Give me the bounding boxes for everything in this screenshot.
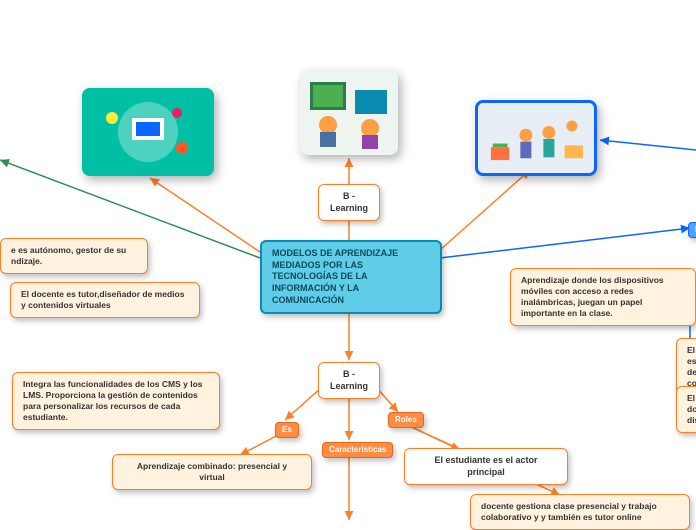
illustration-3	[475, 100, 597, 176]
note-eles-text: El es de co	[687, 345, 696, 388]
note-docente-tutor: El docente es tutor,diseñador de medios …	[10, 282, 200, 318]
central-text: MODELOS DE APRENDIZAJE MEDIADOS POR LAS …	[272, 248, 398, 305]
note-docente-gestiona-text: docente gestiona clase presencial y trab…	[481, 501, 657, 522]
roles-tag-text: Roles	[395, 415, 417, 424]
central-node: MODELOS DE APRENDIZAJE MEDIADOS POR LAS …	[260, 240, 442, 314]
note-eldo: El do dise	[676, 386, 696, 433]
note-estudiante-actor: El estudiante es el actor principal	[404, 448, 568, 485]
blearning-top-node: B - Learning	[318, 184, 380, 221]
blearning-mid-text: B - Learning	[330, 369, 368, 391]
note-integra-text: Integra las funcionalidades de los CMS y…	[23, 379, 203, 422]
note-estudiante-actor-text: El estudiante es el actor principal	[434, 455, 537, 477]
illustration-1	[82, 88, 214, 176]
caract-tag: Características	[322, 442, 393, 458]
blearning-top-text: B - Learning	[330, 191, 368, 213]
note-dispositivos: Aprendizaje donde los dispositivos móvil…	[510, 268, 696, 326]
note-eldo-text: El do dise	[687, 393, 696, 425]
illustration-2	[300, 70, 398, 155]
note-docente-gestiona: docente gestiona clase presencial y trab…	[470, 494, 690, 530]
note-combinado: Aprendizaje combinado: presencial y virt…	[112, 454, 312, 490]
note-autonomo: e es autónomo, gestor de su ndizaje.	[0, 238, 148, 274]
note-dispositivos-text: Aprendizaje donde los dispositivos móvil…	[521, 275, 664, 318]
es-tag-text: Es	[282, 425, 292, 434]
blearning-mid-node: B - Learning	[318, 362, 380, 399]
note-combinado-text: Aprendizaje combinado: presencial y virt…	[137, 461, 287, 482]
note-autonomo-text: e es autónomo, gestor de su ndizaje.	[11, 245, 126, 266]
es-tag: Es	[275, 422, 299, 438]
es-right-node: Es	[688, 222, 696, 238]
caract-tag-text: Características	[329, 445, 386, 454]
note-integra: Integra las funcionalidades de los CMS y…	[12, 372, 220, 430]
roles-tag: Roles	[388, 412, 424, 428]
note-docente-tutor-text: El docente es tutor,diseñador de medios …	[21, 289, 184, 310]
